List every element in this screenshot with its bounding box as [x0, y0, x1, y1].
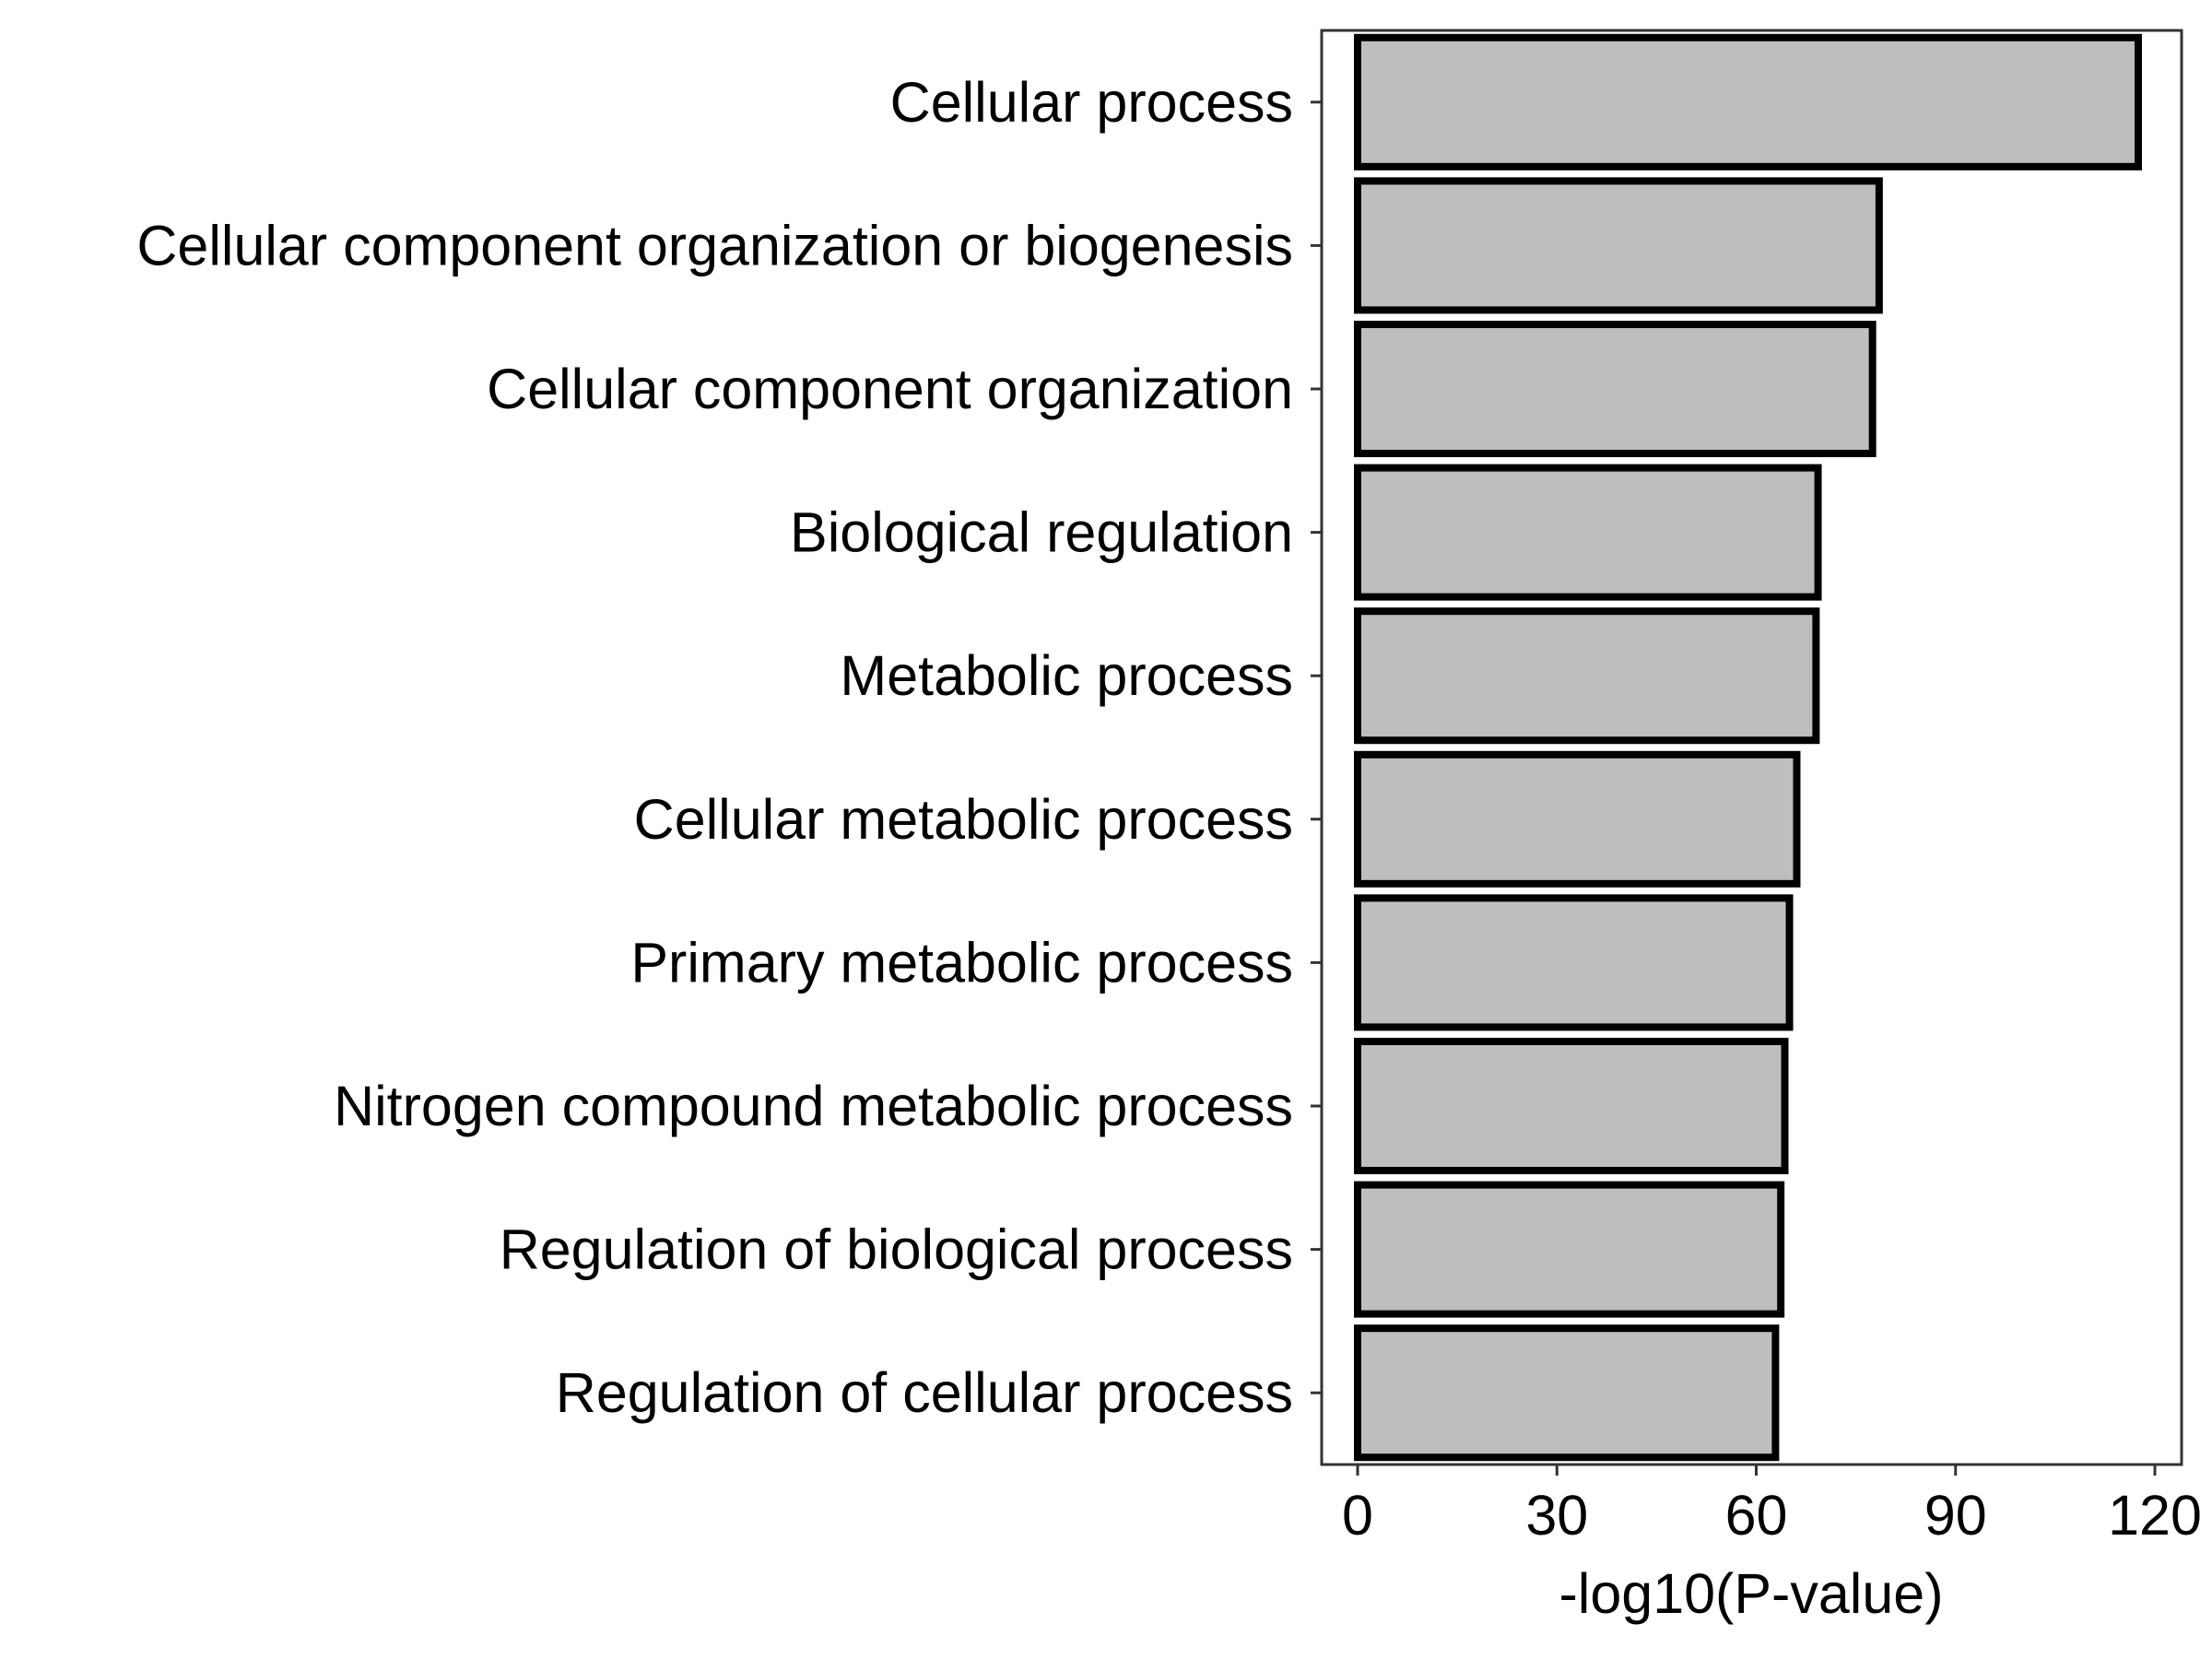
bar [1354, 894, 1794, 1031]
x-tick-label: 120 [2108, 1484, 2202, 1547]
x-axis: 0 30 60 90 120 [1342, 1465, 2202, 1547]
bar [1354, 464, 1822, 601]
bars-group [1354, 33, 2142, 1462]
y-tick-label: Primary metabolic process [630, 931, 1293, 994]
y-tick-label: Cellular process [890, 71, 1293, 134]
plot-panel-border [1320, 29, 2183, 1466]
bar [1354, 177, 1883, 314]
bar [1354, 320, 1877, 458]
bar [1354, 750, 1801, 888]
bar [1354, 33, 2142, 171]
x-tick-label: 60 [1725, 1484, 1788, 1547]
bar [1354, 1037, 1789, 1175]
x-tick-label: 0 [1342, 1484, 1373, 1547]
y-tick-label: Regulation of cellular process [556, 1361, 1293, 1424]
y-tick-label: Cellular component organization [487, 358, 1293, 420]
y-axis: Cellular process Cellular component organ… [136, 71, 1322, 1424]
y-tick-label: Cellular metabolic process [634, 788, 1293, 851]
bar [1354, 607, 1820, 745]
x-tick-label: 30 [1525, 1484, 1588, 1547]
y-tick-label: Metabolic process [840, 644, 1293, 707]
y-tick-label: Regulation of biological process [500, 1218, 1293, 1281]
y-tick-label: Cellular component organization or bioge… [136, 214, 1293, 276]
bar [1354, 1324, 1780, 1462]
y-tick-label: Nitrogen compound metabolic process [334, 1075, 1293, 1137]
x-axis-title: -log10(P-value) [1559, 1562, 1943, 1625]
x-tick-label: 90 [1924, 1484, 1987, 1547]
y-tick-label: Biological regulation [790, 501, 1293, 564]
bar [1354, 1181, 1785, 1318]
